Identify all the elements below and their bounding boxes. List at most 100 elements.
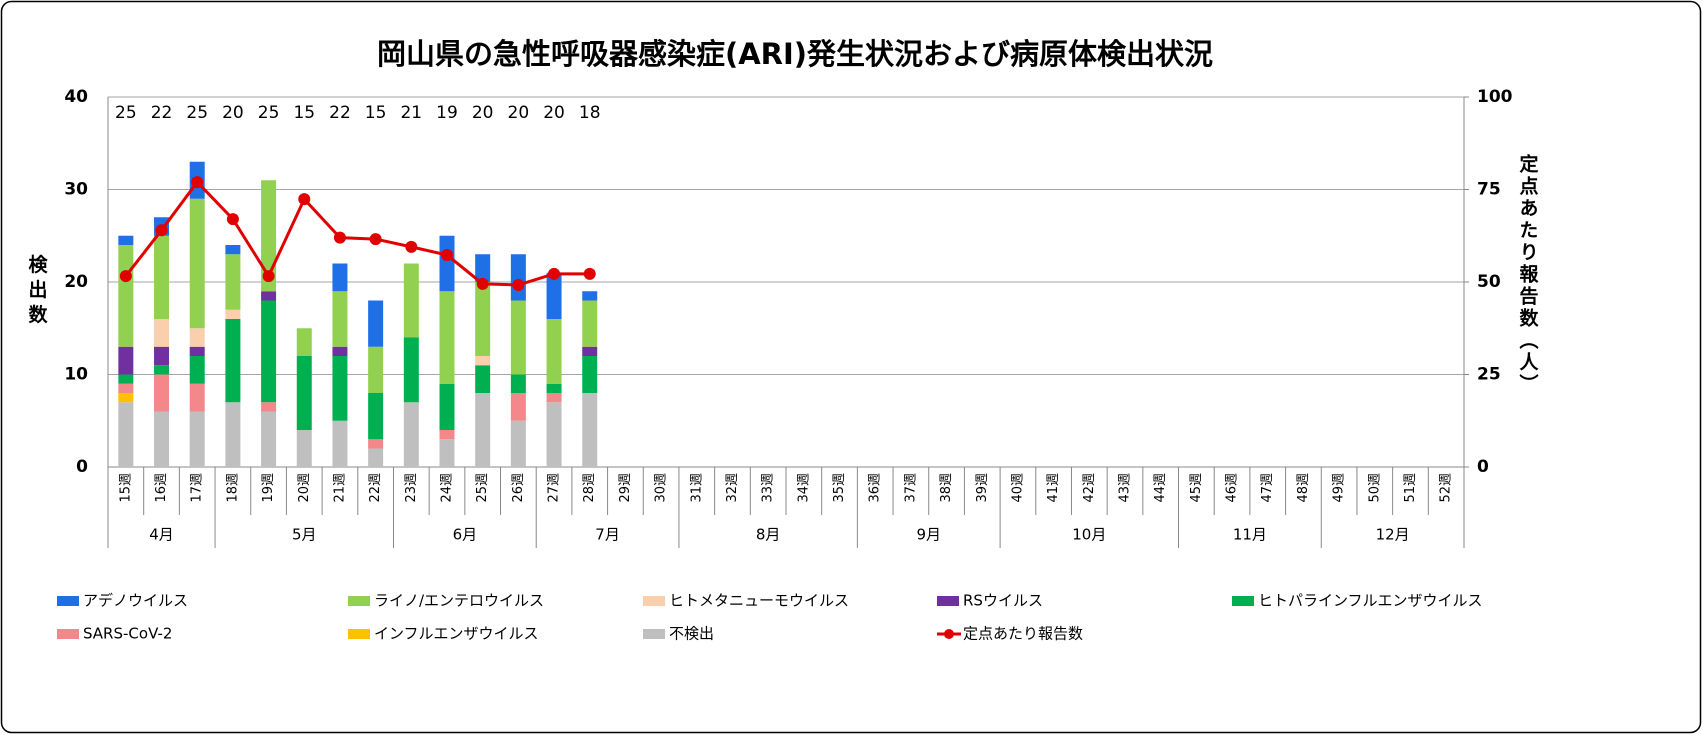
bar-segment — [546, 402, 562, 467]
x-tick-label: 46週 — [1225, 473, 1240, 503]
legend-swatch — [348, 629, 370, 639]
bar-segment — [475, 282, 491, 356]
line-point — [262, 270, 275, 283]
y-tick-label: 40 — [64, 87, 88, 107]
x-tick-label: 16週 — [154, 473, 169, 503]
sample-count-label: 20 — [508, 103, 530, 123]
legend-swatch — [643, 596, 665, 606]
sample-count-label: 20 — [222, 103, 244, 123]
legend-swatch — [348, 596, 370, 606]
bar-segment — [296, 328, 312, 356]
month-label: 9月 — [916, 526, 941, 544]
x-tick-label: 41週 — [1046, 473, 1061, 503]
x-tick-label: 20週 — [297, 473, 312, 503]
bar-segment — [368, 439, 384, 449]
bar-segment — [189, 411, 205, 467]
month-label: 4月 — [149, 526, 174, 544]
bar-segment — [154, 319, 170, 347]
bar-segment — [475, 356, 491, 366]
line-point — [298, 193, 311, 206]
legend-swatch — [643, 629, 665, 639]
legend-label: RSウイルス — [963, 592, 1043, 610]
line-point — [476, 277, 489, 290]
line-point — [155, 224, 168, 237]
bar-segment — [225, 319, 241, 403]
x-tick-label: 23週 — [404, 473, 419, 503]
sample-count-label: 25 — [258, 103, 280, 123]
sample-count-label: 22 — [151, 103, 173, 123]
line-point — [191, 176, 204, 189]
legend-label: 定点あたり報告数 — [963, 625, 1083, 643]
x-tick-label: 33週 — [761, 473, 776, 503]
chart-title: 岡山県の急性呼吸器感染症(ARI)発生状況および病原体検出状況 — [377, 37, 1213, 71]
legend-swatch — [1232, 596, 1254, 606]
x-tick-label: 36週 — [868, 473, 883, 503]
sample-count-label: 15 — [365, 103, 387, 123]
bar-segment — [546, 393, 562, 403]
y2-tick-label: 0 — [1477, 457, 1489, 477]
bar-segment — [154, 346, 170, 366]
bar-segment — [332, 420, 348, 467]
bar-segment — [582, 291, 598, 301]
x-tick-label: 26週 — [511, 473, 526, 503]
bar-segment — [118, 374, 134, 384]
bar-segment — [439, 291, 455, 384]
line-point — [119, 270, 132, 283]
bar-segment — [118, 245, 134, 347]
legend-label: アデノウイルス — [83, 592, 188, 610]
legend-swatch — [57, 629, 79, 639]
line-point — [405, 240, 418, 253]
x-tick-label: 47週 — [1260, 473, 1275, 503]
month-label: 5月 — [292, 526, 317, 544]
legend-label: 不検出 — [669, 625, 714, 643]
bar-segment — [403, 263, 419, 338]
line-point — [226, 213, 239, 226]
x-tick-label: 38週 — [939, 473, 954, 503]
x-tick-label: 24週 — [440, 473, 455, 503]
y-tick-label: 20 — [64, 272, 88, 292]
x-tick-label: 35週 — [832, 473, 847, 503]
line-point — [583, 267, 596, 280]
bar-segment — [475, 254, 491, 282]
x-tick-label: 34週 — [796, 473, 811, 503]
legend-swatch — [937, 596, 959, 606]
bar-segment — [189, 356, 205, 384]
month-label: 12月 — [1376, 526, 1410, 544]
sample-count-label: 22 — [329, 103, 351, 123]
bar-segment — [154, 365, 170, 375]
legend-label: ヒトメタニューモウイルス — [669, 592, 849, 610]
bar-segment — [118, 393, 134, 403]
legend-swatch — [57, 596, 79, 606]
bar-segment — [189, 383, 205, 412]
y2-tick-label: 100 — [1477, 87, 1513, 107]
x-tick-label: 32週 — [725, 473, 740, 503]
y-tick-label: 10 — [64, 365, 88, 385]
legend-label: ライノ/エンテロウイルス — [374, 592, 544, 610]
sample-count-label: 15 — [293, 103, 315, 123]
x-tick-label: 30週 — [654, 473, 669, 503]
line-point — [369, 233, 382, 246]
month-label: 8月 — [756, 526, 781, 544]
bar-segment — [189, 346, 205, 356]
bar-segment — [332, 263, 348, 292]
bar-segment — [475, 393, 491, 467]
sample-count-label: 25 — [186, 103, 208, 123]
y2-tick-label: 75 — [1477, 180, 1501, 200]
y2-tick-label: 50 — [1477, 272, 1501, 292]
bar-segment — [368, 300, 384, 347]
month-label: 10月 — [1072, 526, 1106, 544]
legend-label: ヒトパラインフルエンザウイルス — [1258, 592, 1483, 610]
bar-segment — [439, 430, 455, 440]
x-tick-label: 15週 — [118, 473, 133, 503]
bar-segment — [261, 291, 277, 301]
bar-segment — [261, 411, 277, 467]
bar-segment — [403, 402, 419, 467]
x-tick-label: 39週 — [975, 473, 990, 503]
bar-segment — [439, 439, 455, 467]
x-tick-label: 18週 — [225, 473, 240, 503]
bar-segment — [510, 254, 526, 301]
sample-count-label: 18 — [579, 103, 601, 123]
bar-segment — [189, 328, 205, 347]
x-tick-label: 27週 — [547, 473, 562, 503]
